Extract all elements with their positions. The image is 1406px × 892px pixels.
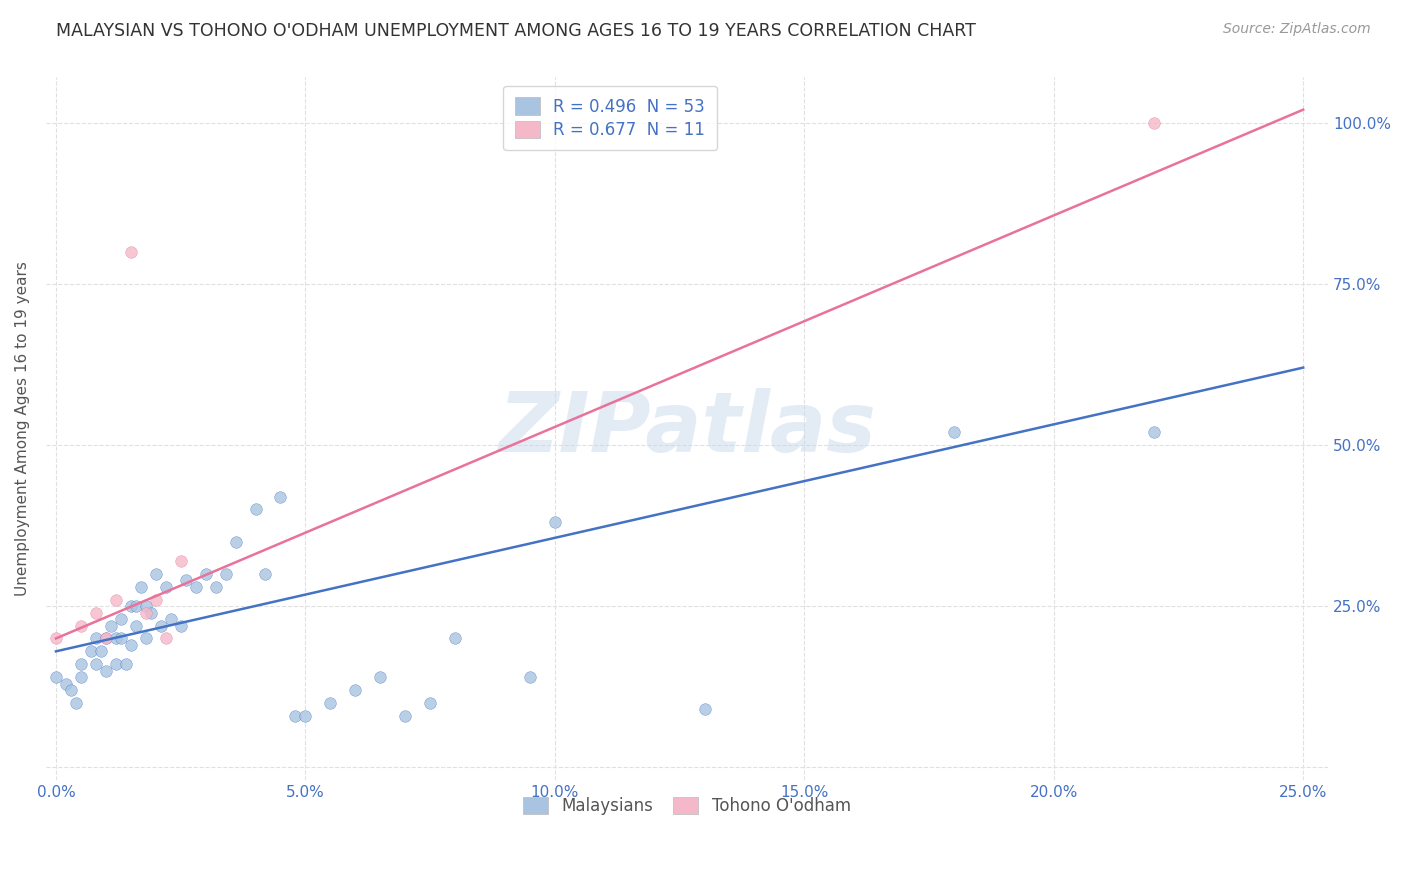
Text: MALAYSIAN VS TOHONO O'ODHAM UNEMPLOYMENT AMONG AGES 16 TO 19 YEARS CORRELATION C: MALAYSIAN VS TOHONO O'ODHAM UNEMPLOYMENT… <box>56 22 976 40</box>
Point <box>120 599 142 614</box>
Point <box>155 632 177 646</box>
Point <box>90 644 112 658</box>
Point <box>45 670 67 684</box>
Point <box>214 566 236 581</box>
Point <box>104 657 127 672</box>
Point <box>170 618 193 632</box>
Point <box>170 554 193 568</box>
Point <box>135 632 157 646</box>
Point <box>284 708 307 723</box>
Point <box>319 696 342 710</box>
Text: Source: ZipAtlas.com: Source: ZipAtlas.com <box>1223 22 1371 37</box>
Point <box>45 632 67 646</box>
Point <box>942 425 965 439</box>
Point <box>225 534 247 549</box>
Point <box>125 599 148 614</box>
Point <box>159 612 181 626</box>
Point <box>104 632 127 646</box>
Y-axis label: Unemployment Among Ages 16 to 19 years: Unemployment Among Ages 16 to 19 years <box>15 261 30 597</box>
Point <box>294 708 316 723</box>
Point <box>693 702 716 716</box>
Point <box>94 664 117 678</box>
Point <box>110 612 132 626</box>
Point <box>125 618 148 632</box>
Point <box>155 580 177 594</box>
Point <box>254 566 277 581</box>
Point <box>70 670 93 684</box>
Point <box>174 574 197 588</box>
Point <box>444 632 467 646</box>
Point <box>129 580 152 594</box>
Point <box>149 618 172 632</box>
Point <box>100 618 122 632</box>
Point <box>104 592 127 607</box>
Point <box>114 657 136 672</box>
Text: ZIPatlas: ZIPatlas <box>498 388 876 469</box>
Point <box>120 244 142 259</box>
Point <box>344 683 367 698</box>
Point <box>184 580 207 594</box>
Point <box>94 632 117 646</box>
Point <box>1142 115 1164 129</box>
Point <box>135 606 157 620</box>
Point <box>269 490 291 504</box>
Point <box>55 676 77 690</box>
Point <box>194 566 217 581</box>
Point <box>70 657 93 672</box>
Point <box>419 696 441 710</box>
Point <box>80 644 103 658</box>
Point <box>84 632 107 646</box>
Point <box>84 606 107 620</box>
Point <box>204 580 226 594</box>
Point <box>394 708 416 723</box>
Point <box>139 606 162 620</box>
Point <box>145 592 167 607</box>
Point <box>120 638 142 652</box>
Point <box>245 502 267 516</box>
Point <box>65 696 87 710</box>
Point <box>135 599 157 614</box>
Point <box>145 566 167 581</box>
Legend: Malaysians, Tohono O'odham: Malaysians, Tohono O'odham <box>513 787 860 825</box>
Point <box>368 670 391 684</box>
Point <box>544 516 567 530</box>
Point <box>110 632 132 646</box>
Point <box>94 632 117 646</box>
Point <box>70 618 93 632</box>
Point <box>1142 425 1164 439</box>
Point <box>84 657 107 672</box>
Point <box>519 670 541 684</box>
Point <box>59 683 82 698</box>
